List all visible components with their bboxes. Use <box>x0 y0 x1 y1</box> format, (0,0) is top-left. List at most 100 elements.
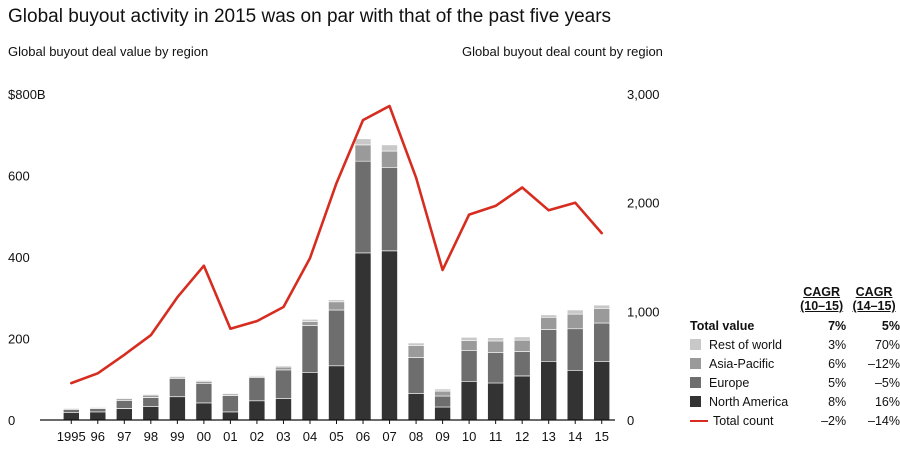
right-y-tick-label: 1,000 <box>627 304 660 319</box>
legend-label: Total count <box>713 414 774 428</box>
bar-asia-pacific-14 <box>566 313 584 330</box>
legend-cagr-14-15: 5% <box>881 319 900 333</box>
x-tick-label: 12 <box>515 429 529 444</box>
bar-north-america-97 <box>116 408 133 421</box>
x-tick-label: 01 <box>223 429 237 444</box>
left-y-tick-label: $800B <box>8 87 46 102</box>
bar-rest-of-world-08 <box>407 342 425 346</box>
legend-cagr-10-15: –2% <box>821 414 847 428</box>
bar-europe-96 <box>89 408 107 413</box>
bar-north-america-06 <box>354 252 372 421</box>
right-y-tick-label: 0 <box>627 413 634 428</box>
bar-rest-of-world-10 <box>460 336 478 341</box>
x-tick-label: 08 <box>409 429 423 444</box>
legend: CAGR (10–15) CAGR (14–15) Total value 7% 5… <box>690 285 900 431</box>
bar-europe-04 <box>301 325 319 373</box>
total-count-line <box>70 104 604 385</box>
x-tick-label: 10 <box>462 429 476 444</box>
bar-asia-pacific-05 <box>328 301 345 311</box>
bar-north-america-07 <box>381 250 398 421</box>
bar-europe-12 <box>513 351 531 377</box>
legend-cagr-10-15: 6% <box>828 357 847 371</box>
bar-europe-13 <box>540 329 558 362</box>
bar-rest-of-world-97 <box>116 397 133 400</box>
x-tick-label: 03 <box>276 429 290 444</box>
bar-north-america-08 <box>407 393 425 421</box>
bar-europe-10 <box>460 350 478 382</box>
bar-asia-pacific-15 <box>593 307 611 324</box>
legend-row-europe: Europe 5% –5% <box>690 374 900 393</box>
legend-row-asia-pacific: Asia-Pacific 6% –12% <box>690 355 900 374</box>
swatch-north-america <box>690 396 701 407</box>
legend-label: Asia-Pacific <box>709 357 775 371</box>
bar-asia-pacific-12 <box>513 339 531 352</box>
bar-europe-06 <box>354 160 372 254</box>
bar-rest-of-world-11 <box>487 337 504 342</box>
right-y-tick-label: 3,000 <box>627 87 660 102</box>
left-y-tick-label: 0 <box>8 413 15 428</box>
bar-europe-07 <box>381 167 398 252</box>
swatch-rest-of-world <box>690 339 701 350</box>
x-tick-label: 05 <box>329 429 343 444</box>
x-tick-label: 00 <box>197 429 211 444</box>
bar-rest-of-world-99 <box>169 376 186 378</box>
legend-cagr-10-15: 8% <box>828 395 847 409</box>
bar-europe-15 <box>593 322 611 363</box>
legend-header-cagr-10-15: CAGR (10–15) <box>800 285 844 313</box>
bar-north-america-00 <box>195 402 213 421</box>
bar-rest-of-world-96 <box>89 406 107 409</box>
right-axis-subtitle: Global buyout deal count by region <box>462 44 663 59</box>
bar-asia-pacific-09 <box>434 390 451 397</box>
legend-header-cagr-14-15: CAGR (14–15) <box>852 285 896 313</box>
legend-row-total-count: Total count –2% –14% <box>690 412 900 431</box>
bar-europe-1995 <box>62 409 80 413</box>
legend-row-north-america: North America 8% 16% <box>690 393 900 412</box>
legend-cagr-10-15: 7% <box>828 319 847 333</box>
bar-north-america-04 <box>301 371 319 421</box>
bar-rest-of-world-05 <box>328 299 345 303</box>
bar-asia-pacific-07 <box>381 150 398 168</box>
bar-europe-09 <box>434 395 451 408</box>
bar-asia-pacific-03 <box>275 366 292 371</box>
x-tick-label: 13 <box>541 429 555 444</box>
x-tick-label: 09 <box>435 429 449 444</box>
bar-north-america-98 <box>142 406 160 421</box>
swatch-asia-pacific <box>690 358 701 369</box>
bar-rest-of-world-00 <box>195 380 213 382</box>
bar-rest-of-world-15 <box>593 304 611 309</box>
bar-north-america-12 <box>513 375 531 421</box>
bar-north-america-13 <box>540 360 558 421</box>
bar-europe-99 <box>169 378 186 397</box>
bar-asia-pacific-08 <box>407 345 425 358</box>
bar-europe-11 <box>487 352 504 384</box>
chart-title: Global buyout activity in 2015 was on pa… <box>8 6 612 27</box>
bar-rest-of-world-04 <box>301 318 319 322</box>
bar-north-america-96 <box>89 411 107 421</box>
bar-rest-of-world-02 <box>248 375 266 377</box>
bar-north-america-1995 <box>62 412 80 421</box>
legend-row-rest-of-world: Rest of world 3% 70% <box>690 336 900 355</box>
bar-north-america-03 <box>275 398 292 421</box>
bar-north-america-15 <box>593 361 611 421</box>
left-y-tick-label: 200 <box>8 332 30 347</box>
left-y-tick-label: 600 <box>8 169 30 184</box>
x-tick-label: 07 <box>382 429 396 444</box>
bar-rest-of-world-14 <box>566 309 584 315</box>
bar-europe-03 <box>275 369 292 399</box>
bar-europe-02 <box>248 377 266 402</box>
legend-label: Rest of world <box>709 338 782 352</box>
bar-europe-00 <box>195 382 213 404</box>
bar-north-america-09 <box>434 406 451 421</box>
right-y-tick-label: 2,000 <box>627 196 660 211</box>
bar-rest-of-world-1995 <box>62 407 80 409</box>
bar-europe-05 <box>328 309 345 367</box>
bar-asia-pacific-10 <box>460 340 478 351</box>
bar-asia-pacific-04 <box>301 321 319 326</box>
bar-rest-of-world-13 <box>540 314 558 318</box>
x-tick-label: 97 <box>117 429 131 444</box>
bar-north-america-02 <box>248 400 266 421</box>
legend-row-total-value: Total value 7% 5% <box>690 317 900 336</box>
x-tick-label: 1995 <box>57 429 86 444</box>
swatch-europe <box>690 377 701 388</box>
